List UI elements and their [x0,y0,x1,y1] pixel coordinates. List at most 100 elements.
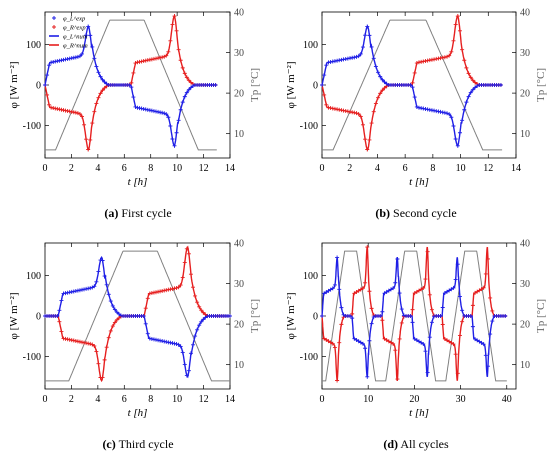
caption-a-tag: (a) [104,206,119,220]
series-phi-r-point [354,290,359,295]
series-phi-l-point [457,294,462,299]
series-phi-l-point [440,305,445,310]
x-tick-label: 2 [69,163,74,174]
series-phi-r-point [186,78,191,83]
series-phi-l-point [470,87,475,92]
series-phi-r-point [373,101,378,106]
series-phi-r-point [108,328,113,333]
y2-axis-label: Tp [°C] [535,299,547,333]
series-phi-r-line [45,245,230,383]
series-phi-r-point [356,111,361,116]
series-phi-l-point [168,123,173,128]
series-phi-r-point [162,54,167,59]
y2-tick-label: 10 [520,360,530,371]
series-phi-l-point [358,51,363,56]
x-tick-label: 10 [172,163,182,174]
y-tick-label: -100 [300,352,318,363]
caption-a: (a) First cycle [38,206,238,221]
series-phi-l-point [337,287,342,292]
series-phi-l-point [365,374,370,379]
series-phi-l-point [363,33,368,38]
series-phi-l-point [412,95,417,100]
series-phi-r-point [88,341,93,346]
series-phi-r-point [360,286,365,291]
x-tick-label: 4 [95,163,100,174]
series-phi-r-point [339,322,344,327]
series-phi-r-point [419,287,424,292]
series-phi-l-point [408,314,413,318]
series-phi-l-point [455,143,460,148]
series-phi-l-point [164,112,169,117]
series-phi-r-point [451,38,456,43]
series-phi-r-point [92,343,97,348]
series-phi-l-point [451,285,456,290]
series-phi-r-point [174,28,179,33]
series-phi-l-point [360,45,365,50]
series-phi-l-point [332,282,337,287]
series-phi-r-point [330,341,335,346]
series-phi-l-point [322,73,327,78]
series-phi-l-point [117,312,121,317]
series-temperature-line [322,250,507,382]
series-phi-l-point [354,54,359,59]
series-phi-r-point [84,137,89,142]
series-phi-l-point [468,314,473,318]
series-phi-r-point [100,375,105,380]
series-phi-r-point [470,303,475,308]
series-phi-l-point [141,314,146,318]
series-temperature-line [45,19,217,151]
series-phi-l-point [363,346,368,351]
y2-tick-label: 20 [520,320,530,331]
series-phi-r-point [176,285,181,290]
x-tick-label: 14 [225,163,235,174]
series-phi-l-point [365,24,370,29]
series-phi-l-point [145,331,150,336]
series-phi-r-point [354,111,359,116]
y2-axis-label: Tp [°C] [535,68,547,102]
y-tick-label: 0 [36,81,41,92]
x-tick-label: 20 [409,394,419,405]
series-phi-l-point [108,299,113,304]
panel-a-chart: 0 2 4 6 8 10 12 14 -100 0 100 10 20 30 40 t [h] φ [W m⁻²… [8,8,261,189]
series-phi-l-point [228,314,232,318]
series-phi-r-point [378,91,383,96]
series-phi-r-point [464,65,469,70]
caption-d-tag: (d) [383,437,398,451]
legend-label: φ_L^num [63,34,88,41]
series-phi-r-point [164,53,169,58]
series-phi-l-point [341,312,346,317]
series-phi-l-point [176,342,181,347]
y-tick-label: 100 [26,40,41,51]
series-phi-l-point [453,277,458,282]
series-phi-r-point [453,22,458,27]
x-axis-label: t [h] [128,407,148,419]
series-phi-l-point [453,137,458,142]
series-phi-l-point [348,314,353,318]
series-phi-r-point [188,80,193,85]
series-phi-r-point [80,114,84,119]
series-phi-r-point [90,121,95,126]
series-phi-l-point [382,80,387,85]
series-phi-l-point [384,81,389,86]
series-phi-l-point [82,45,87,50]
series-phi-r-point [412,70,417,75]
series-phi-r-point [102,85,107,90]
series-phi-r-point [365,147,370,152]
series-phi-l-point [475,338,480,343]
legend-marker [52,25,56,29]
x-tick-label: 8 [430,163,435,174]
series-phi-l-point [182,94,187,99]
series-phi-l-point [184,90,189,95]
series-phi-l-point [176,118,181,123]
series-phi-r-point [94,101,99,106]
series-phi-r-point [350,311,355,316]
series-phi-l-point [106,292,111,297]
series-phi-r-point [193,293,198,298]
x-tick-label: 10 [172,394,182,405]
series-phi-r-point [399,320,404,325]
series-phi-r-point [75,111,80,116]
series-phi-l-point [129,85,134,90]
series-phi-l-point [503,314,508,318]
series-phi-r-point [168,38,173,43]
y2-tick-label: 10 [234,360,244,371]
